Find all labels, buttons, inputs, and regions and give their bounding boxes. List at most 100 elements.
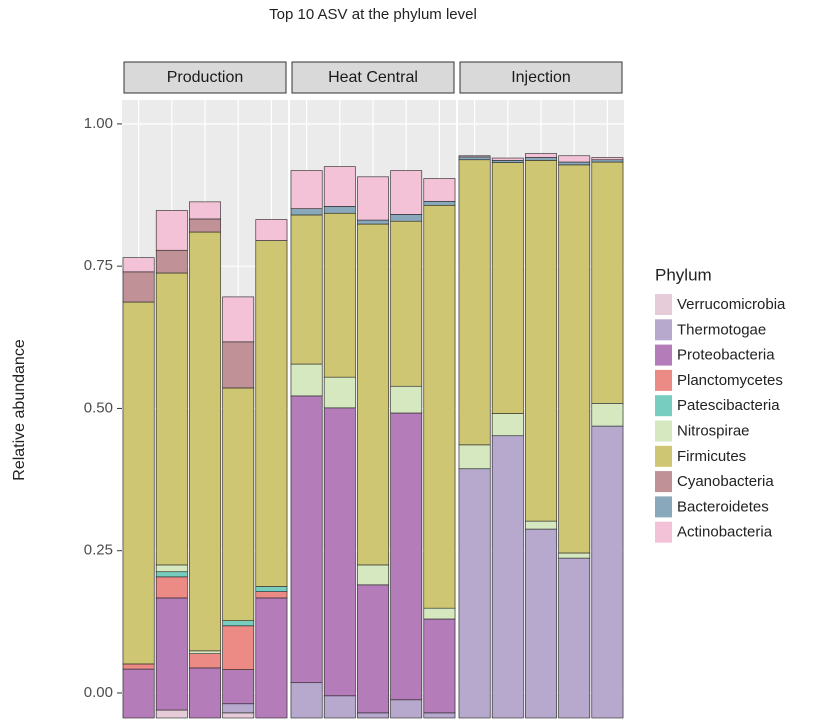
bar-segment bbox=[222, 712, 255, 719]
bar-segment bbox=[222, 625, 255, 670]
bar-segment bbox=[390, 412, 423, 701]
bar-segment bbox=[255, 586, 288, 592]
bar-segment bbox=[558, 552, 591, 559]
bar-segment bbox=[290, 214, 323, 365]
legend-key bbox=[655, 445, 672, 467]
legend-label: Cyanobacteria bbox=[677, 473, 774, 490]
bar-segment bbox=[290, 170, 323, 209]
bar-segment bbox=[525, 153, 557, 158]
bar-segment bbox=[591, 161, 624, 404]
bar-segment bbox=[357, 219, 389, 225]
bar-segment bbox=[222, 387, 255, 621]
bar-segment bbox=[122, 668, 155, 719]
bar-segment bbox=[558, 557, 591, 719]
legend-label: Thermotogae bbox=[677, 321, 766, 338]
facet-strip bbox=[459, 61, 623, 94]
bar-segment bbox=[290, 682, 323, 719]
y-tick-label: 0.75 bbox=[84, 257, 113, 274]
y-tick-label: 0.50 bbox=[84, 399, 113, 416]
bar-segment bbox=[591, 159, 624, 163]
bar-segment bbox=[255, 597, 288, 719]
bar-segment bbox=[558, 164, 591, 554]
bar-segment bbox=[591, 425, 624, 719]
legend-label: Bacteroidetes bbox=[677, 498, 769, 515]
bar-segment bbox=[323, 407, 356, 697]
chart-title: Top 10 ASV at the phylum level bbox=[269, 6, 477, 23]
bar-segment bbox=[255, 240, 288, 587]
bar-segment bbox=[458, 468, 491, 719]
bar-segment bbox=[290, 395, 323, 684]
bar-segment bbox=[491, 162, 524, 414]
bar-segment bbox=[155, 210, 188, 251]
legend-key bbox=[655, 420, 672, 442]
legend-label: Proteobacteria bbox=[677, 347, 775, 364]
bar-segment bbox=[458, 156, 491, 161]
y-axis-title: Relative abundance bbox=[11, 339, 28, 481]
legend-label: Patescibacteria bbox=[677, 397, 780, 414]
bar-segment bbox=[255, 591, 288, 599]
bar-segment bbox=[323, 695, 356, 719]
bar-segment bbox=[323, 212, 356, 378]
bar-segment bbox=[222, 341, 255, 389]
bar-segment bbox=[155, 597, 188, 711]
bar-segment bbox=[155, 571, 188, 578]
bar-segment bbox=[423, 618, 456, 714]
bar-segment bbox=[122, 301, 155, 665]
bar-segment bbox=[189, 218, 221, 233]
bar-segment bbox=[357, 564, 389, 586]
bar-segment bbox=[155, 564, 188, 573]
legend-label: Nitrospirae bbox=[677, 422, 750, 439]
bar-segment bbox=[155, 709, 188, 719]
y-tick-label: 0.25 bbox=[84, 542, 113, 559]
facet-strip bbox=[123, 61, 287, 94]
legend-key bbox=[655, 521, 672, 543]
bar-segment bbox=[290, 363, 323, 397]
bar-segment bbox=[525, 520, 557, 530]
bar-segment bbox=[189, 650, 221, 654]
bar-segment bbox=[189, 667, 221, 719]
bar-segment bbox=[357, 176, 389, 221]
bar-segment bbox=[222, 703, 255, 714]
bar-segment bbox=[222, 669, 255, 705]
bar-segment bbox=[491, 157, 524, 161]
legend-key bbox=[655, 395, 672, 417]
bar-segment bbox=[290, 208, 323, 216]
bar-segment bbox=[122, 271, 155, 303]
legend-key bbox=[655, 496, 672, 518]
bar-segment bbox=[423, 607, 456, 620]
bar-segment bbox=[390, 699, 423, 719]
bar-segment bbox=[423, 200, 456, 206]
facet-label: Heat Central bbox=[328, 69, 418, 86]
bar-segment bbox=[591, 403, 624, 427]
bar-segment bbox=[323, 166, 356, 207]
y-tick-label: 1.00 bbox=[84, 115, 113, 132]
legend-label: Planctomycetes bbox=[677, 372, 783, 389]
facet-label: Injection bbox=[511, 69, 571, 86]
bar-segment bbox=[491, 160, 524, 163]
bar-segment bbox=[222, 620, 255, 627]
bar-segment bbox=[189, 201, 221, 220]
bar-segment bbox=[423, 712, 456, 719]
y-tick-label: 0.00 bbox=[84, 684, 113, 701]
bar-segment bbox=[525, 528, 557, 719]
bar-segment bbox=[458, 159, 491, 446]
legend-key bbox=[655, 319, 672, 341]
bar-segment bbox=[122, 257, 155, 273]
bar-segment bbox=[558, 161, 591, 166]
bar-segment bbox=[423, 204, 456, 609]
bar-segment bbox=[357, 584, 389, 714]
bar-segment bbox=[323, 376, 356, 409]
legend-label: Actinobacteria bbox=[677, 524, 773, 541]
bar-segment bbox=[390, 170, 423, 215]
bar-segment bbox=[189, 653, 221, 669]
bar-segment bbox=[155, 249, 188, 274]
bar-segment bbox=[525, 157, 557, 161]
bar-segment bbox=[591, 157, 624, 161]
bar-segment bbox=[458, 155, 491, 158]
bar-segment bbox=[357, 712, 389, 719]
bar-segment bbox=[390, 220, 423, 387]
bar-segment bbox=[491, 435, 524, 719]
legend-key bbox=[655, 471, 672, 493]
bar-segment bbox=[189, 231, 221, 652]
